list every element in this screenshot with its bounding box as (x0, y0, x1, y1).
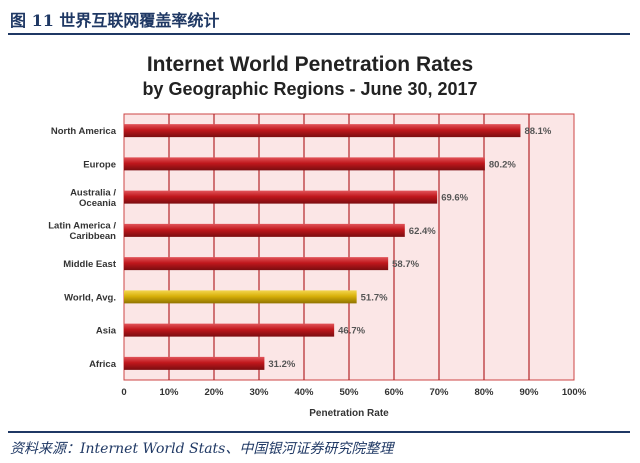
bar (124, 223, 405, 237)
x-tick-label: 0 (121, 387, 126, 398)
category-label: North America (51, 126, 117, 137)
x-tick-label: 10% (159, 387, 179, 398)
value-label: 58.7% (392, 259, 419, 270)
value-label: 88.1% (524, 126, 551, 137)
category-label: Latin America / (48, 221, 116, 232)
x-tick-label: 70% (429, 387, 449, 398)
x-tick-label: 50% (339, 387, 359, 398)
value-label: 46.7% (338, 326, 365, 337)
chart-subtitle: by Geographic Regions - June 30, 2017 (142, 79, 477, 99)
category-label: Australia / (70, 187, 116, 198)
bar (124, 190, 438, 204)
category-label: Africa (89, 359, 117, 370)
bar (124, 323, 335, 337)
value-label: 31.2% (268, 359, 295, 370)
x-tick-label: 30% (249, 387, 269, 398)
bar-chart: Internet World Penetration Rates by Geog… (48, 53, 586, 419)
bar (124, 124, 521, 138)
chart-title: Internet World Penetration Rates (147, 53, 473, 76)
value-label: 51.7% (361, 292, 388, 303)
category-label: Oceania (79, 198, 117, 209)
value-label: 69.6% (441, 193, 468, 204)
x-tick-label: 80% (474, 387, 494, 398)
x-tick-labels: 0 10% 20% 30% 40% 50% 60% 70% 80% 90% 100% (121, 387, 586, 398)
x-tick-label: 60% (384, 387, 404, 398)
x-tick-label: 100% (562, 387, 587, 398)
category-label: Europe (83, 159, 116, 170)
bar-highlight (124, 290, 357, 304)
bar (124, 257, 389, 271)
source-note: 资料来源：Internet World Stats、中国银河证券研究院整理 (10, 441, 394, 457)
category-label: World, Avg. (64, 292, 116, 303)
category-labels: North America Europe Australia /Oceania Lat… (48, 126, 117, 370)
value-label: 80.2% (489, 159, 516, 170)
value-label: 62.4% (409, 226, 436, 237)
x-tick-label: 20% (204, 387, 224, 398)
value-labels: 88.1% 80.2% 69.6% 62.4% 58.7% 51.7% 46.7% 31.2% (268, 126, 552, 370)
figure-title: 图 11 世界互联网覆盖率统计 (10, 11, 220, 30)
footer-divider (8, 431, 630, 433)
figure-header: 图 11 世界互联网覆盖率统计 (0, 0, 640, 35)
chart-container: Internet World Penetration Rates by Geog… (10, 38, 630, 428)
x-tick-label: 40% (294, 387, 314, 398)
bar (124, 356, 265, 370)
category-label: Middle East (63, 259, 117, 270)
bars (124, 124, 521, 370)
x-axis-title: Penetration Rate (309, 408, 389, 419)
category-label: Caribbean (70, 231, 117, 242)
header-divider (8, 33, 630, 35)
x-tick-label: 90% (519, 387, 539, 398)
bar (124, 157, 485, 171)
category-label: Asia (96, 326, 117, 337)
